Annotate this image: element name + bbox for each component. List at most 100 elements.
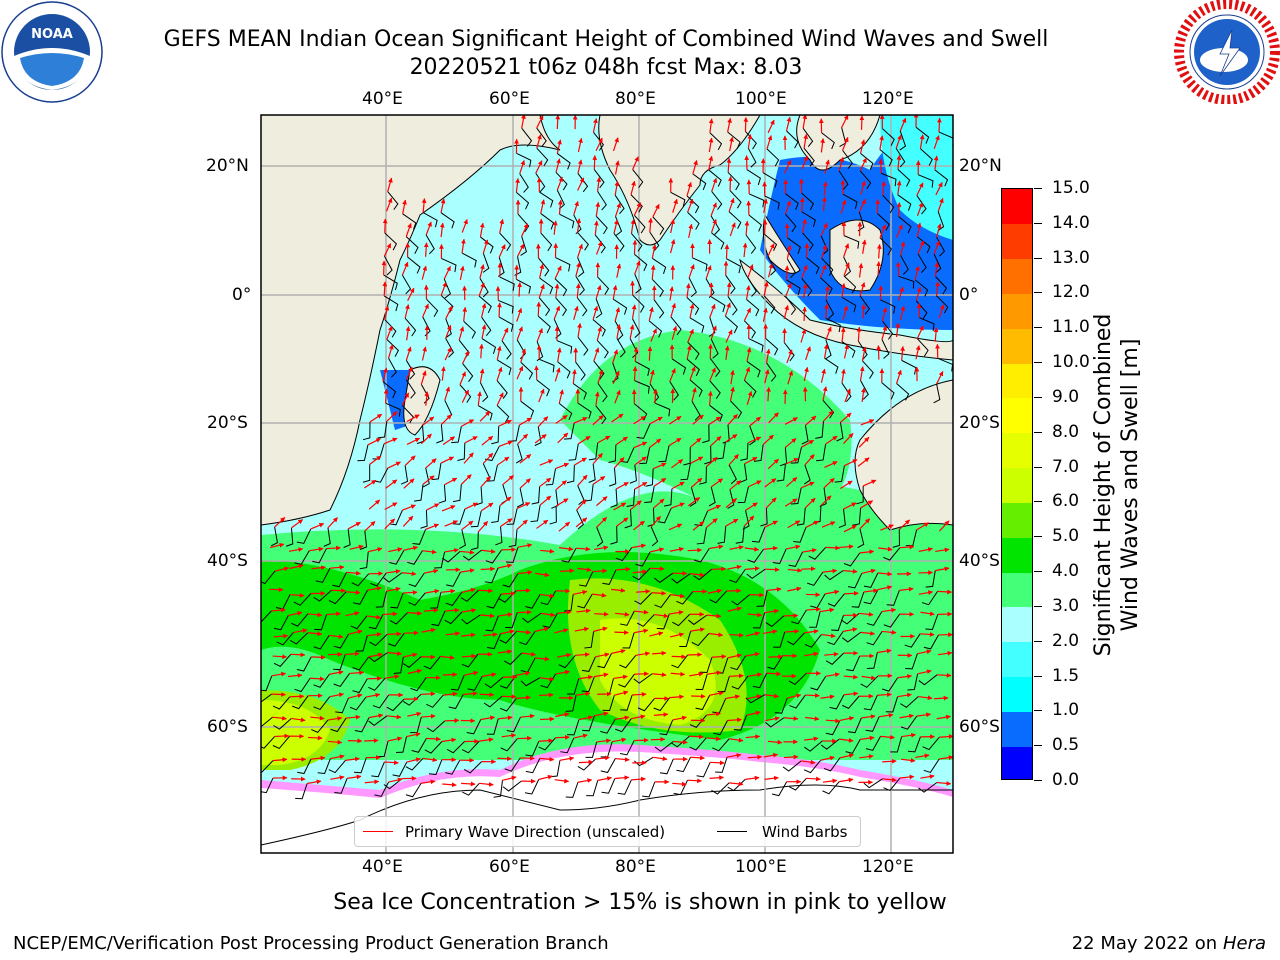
wave-direction-arrow <box>461 653 477 659</box>
wind-barb <box>693 568 712 581</box>
wave-direction-arrow <box>557 609 572 615</box>
wind-barb <box>525 594 541 609</box>
wind-barb <box>549 506 557 525</box>
wind-barb <box>559 213 575 229</box>
wave-direction-arrow <box>307 631 323 637</box>
wave-direction-arrow <box>823 343 829 359</box>
wave-direction-arrow <box>572 369 577 384</box>
wave-region-central <box>560 330 852 527</box>
colorbar-tick <box>1034 466 1042 468</box>
wind-barb <box>368 652 388 663</box>
wave-direction-arrow <box>386 411 398 422</box>
wave-direction-arrow <box>574 457 587 466</box>
wave-direction-arrow <box>804 497 816 509</box>
wind-barb <box>784 213 797 233</box>
wind-barb <box>843 256 852 277</box>
wave-direction-arrow <box>611 413 624 423</box>
colorbar-tick-label: 14.0 <box>1052 212 1090 233</box>
wave-direction-arrow <box>763 198 768 213</box>
wind-barb <box>897 194 912 211</box>
wind-barb <box>633 214 646 234</box>
wave-direction-arrow <box>668 523 683 531</box>
wave-direction-arrow <box>745 502 758 511</box>
wave-direction-arrow <box>634 628 649 634</box>
wave-direction-arrow <box>729 386 735 401</box>
wind-barb <box>556 189 565 210</box>
wind-barb <box>693 548 710 563</box>
wave-direction-arrow <box>861 675 877 681</box>
wave-direction-arrow <box>536 134 542 149</box>
colorbar-bin <box>1002 432 1032 469</box>
wind-barb <box>445 338 455 358</box>
colorbar-tick <box>1034 257 1042 259</box>
wind-barb <box>807 571 824 586</box>
wind-barb <box>313 635 330 650</box>
wave-direction-arrow <box>611 588 626 593</box>
wave-direction-arrow <box>425 458 437 469</box>
wind-barb <box>390 592 404 609</box>
wave-direction-arrow <box>690 755 705 761</box>
wave-direction-arrow <box>840 412 852 423</box>
wave-direction-arrow <box>706 456 718 467</box>
wind-barb <box>470 510 482 528</box>
wind-barbs-legend-label: Wind Barbs <box>762 823 848 841</box>
wind-barb <box>842 695 860 709</box>
wind-barb <box>886 590 900 606</box>
wave-direction-arrow <box>614 389 621 404</box>
wind-barb <box>558 654 576 669</box>
wave-direction-arrow <box>745 631 761 637</box>
wind-barb <box>383 295 399 312</box>
land-borneo <box>829 219 884 292</box>
wind-barb <box>669 381 680 401</box>
wind-barb <box>883 547 901 561</box>
wave-direction-arrow <box>692 159 698 175</box>
wave-direction-arrow <box>478 282 485 297</box>
chart-title: GEFS MEAN Indian Ocean Significant Heigh… <box>163 27 1049 52</box>
wave-direction-arrow <box>881 180 887 196</box>
wind-barb <box>423 656 441 670</box>
wind-barb <box>866 631 883 646</box>
wave-direction-arrow <box>727 564 742 570</box>
wind-barb <box>411 738 427 753</box>
wind-barb <box>584 631 595 649</box>
wind-barb <box>351 573 370 587</box>
wind-barb <box>774 697 788 714</box>
wind-barb <box>478 405 493 421</box>
wind-barb <box>352 678 368 694</box>
wind-barb <box>499 276 515 291</box>
wave-direction-arrow <box>555 462 570 470</box>
colorbar-label-line2: Wind Waves and Swell [m] <box>1118 338 1143 632</box>
wind-barb <box>695 695 711 711</box>
wind-barb <box>644 486 655 503</box>
wind-barb <box>402 656 422 668</box>
wave-direction-arrow <box>863 588 879 594</box>
wind-barb <box>882 128 895 146</box>
wave-direction-arrow <box>575 283 581 298</box>
wave-direction-arrow <box>825 326 832 341</box>
wave-direction-arrow <box>576 218 582 233</box>
wind-barb <box>865 736 881 751</box>
wind-barb <box>897 168 911 187</box>
wind-barb <box>752 672 768 689</box>
wave-direction-arrow <box>726 282 732 297</box>
wind-barb <box>716 442 726 460</box>
wave-direction-arrow <box>592 476 606 485</box>
wave-direction-arrow <box>329 670 344 675</box>
wind-barb <box>747 277 757 297</box>
wind-barb <box>804 634 822 648</box>
wave-direction-arrow <box>671 502 685 509</box>
wave-direction-arrow <box>710 218 717 233</box>
wave-direction-arrow <box>499 440 513 447</box>
wind-barb <box>293 593 312 606</box>
wave-direction-arrow <box>538 388 545 403</box>
wind-barb <box>496 405 510 423</box>
wind-barb <box>261 570 276 585</box>
wave-direction-arrow <box>710 325 717 340</box>
wave-direction-arrow <box>388 547 403 553</box>
wave-direction-arrow <box>825 672 840 678</box>
wave-direction-arrow <box>785 116 792 131</box>
wave-direction-arrow <box>497 756 512 762</box>
wind-barb <box>609 467 617 487</box>
wind-barb <box>632 294 645 313</box>
wind-barb <box>760 507 768 527</box>
